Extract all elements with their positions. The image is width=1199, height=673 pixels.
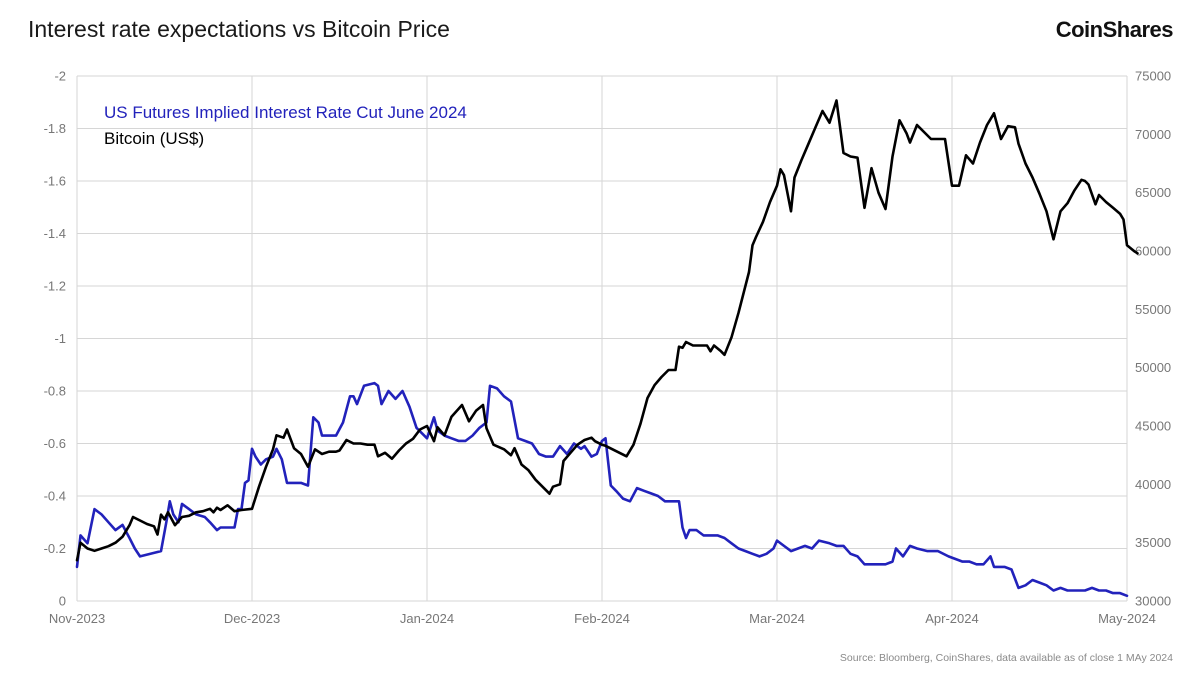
legend-entry-bitcoin: Bitcoin (US$) <box>104 129 204 148</box>
x-tick-label: Jan-2024 <box>400 611 454 626</box>
grid-lines <box>76 75 1128 602</box>
source-note: Source: Bloomberg, CoinShares, data avai… <box>839 652 1173 664</box>
x-tick-label: Dec-2023 <box>224 611 280 626</box>
left-axis-ticks: 0 -0.2 -0.4 -0.6 -0.8 -1 -1.2 -1.4 -1.6 -1.8 -2 <box>44 69 66 609</box>
right-tick-label: 60000 <box>1135 244 1171 259</box>
right-tick-label: 45000 <box>1135 419 1171 434</box>
left-tick-label: -1.4 <box>44 226 66 241</box>
left-tick-label: -1.2 <box>44 279 66 294</box>
legend: US Futures Implied Interest Rate Cut Jun… <box>104 103 467 148</box>
right-tick-label: 40000 <box>1135 477 1171 492</box>
left-tick-label: -0.8 <box>44 384 66 399</box>
right-tick-label: 35000 <box>1135 535 1171 550</box>
coinshares-logo: CoinShares <box>1055 17 1174 42</box>
left-tick-label: -1.8 <box>44 121 66 136</box>
left-tick-label: -2 <box>54 69 66 84</box>
series-lines <box>75 99 1139 598</box>
x-tick-label: Nov-2023 <box>49 611 105 626</box>
x-axis-ticks: Nov-2023 Dec-2023 Jan-2024 Feb-2024 Mar-2024… <box>49 611 1156 626</box>
x-tick-label: Feb-2024 <box>574 611 630 626</box>
left-tick-label: -1.6 <box>44 174 66 189</box>
left-tick-label: 0 <box>59 594 66 609</box>
right-axis-ticks: 30000 35000 40000 45000 50000 55000 60000 65000… <box>1135 69 1171 609</box>
chart-title: Interest rate expectations vs Bitcoin Pr… <box>28 16 450 42</box>
right-tick-label: 70000 <box>1135 127 1171 142</box>
right-tick-label: 55000 <box>1135 302 1171 317</box>
left-tick-label: -1 <box>54 331 66 346</box>
right-tick-label: 65000 <box>1135 185 1171 200</box>
right-tick-label: 50000 <box>1135 360 1171 375</box>
series-line-bitcoin <box>75 99 1139 562</box>
right-tick-label: 30000 <box>1135 594 1171 609</box>
x-tick-label: Apr-2024 <box>925 611 978 626</box>
x-tick-label: May-2024 <box>1098 611 1156 626</box>
legend-entry-rate-cut: US Futures Implied Interest Rate Cut Jun… <box>104 103 467 122</box>
x-tick-label: Mar-2024 <box>749 611 805 626</box>
left-tick-label: -0.4 <box>44 489 66 504</box>
right-tick-label: 75000 <box>1135 69 1171 84</box>
left-tick-label: -0.6 <box>44 436 66 451</box>
left-tick-label: -0.2 <box>44 541 66 556</box>
